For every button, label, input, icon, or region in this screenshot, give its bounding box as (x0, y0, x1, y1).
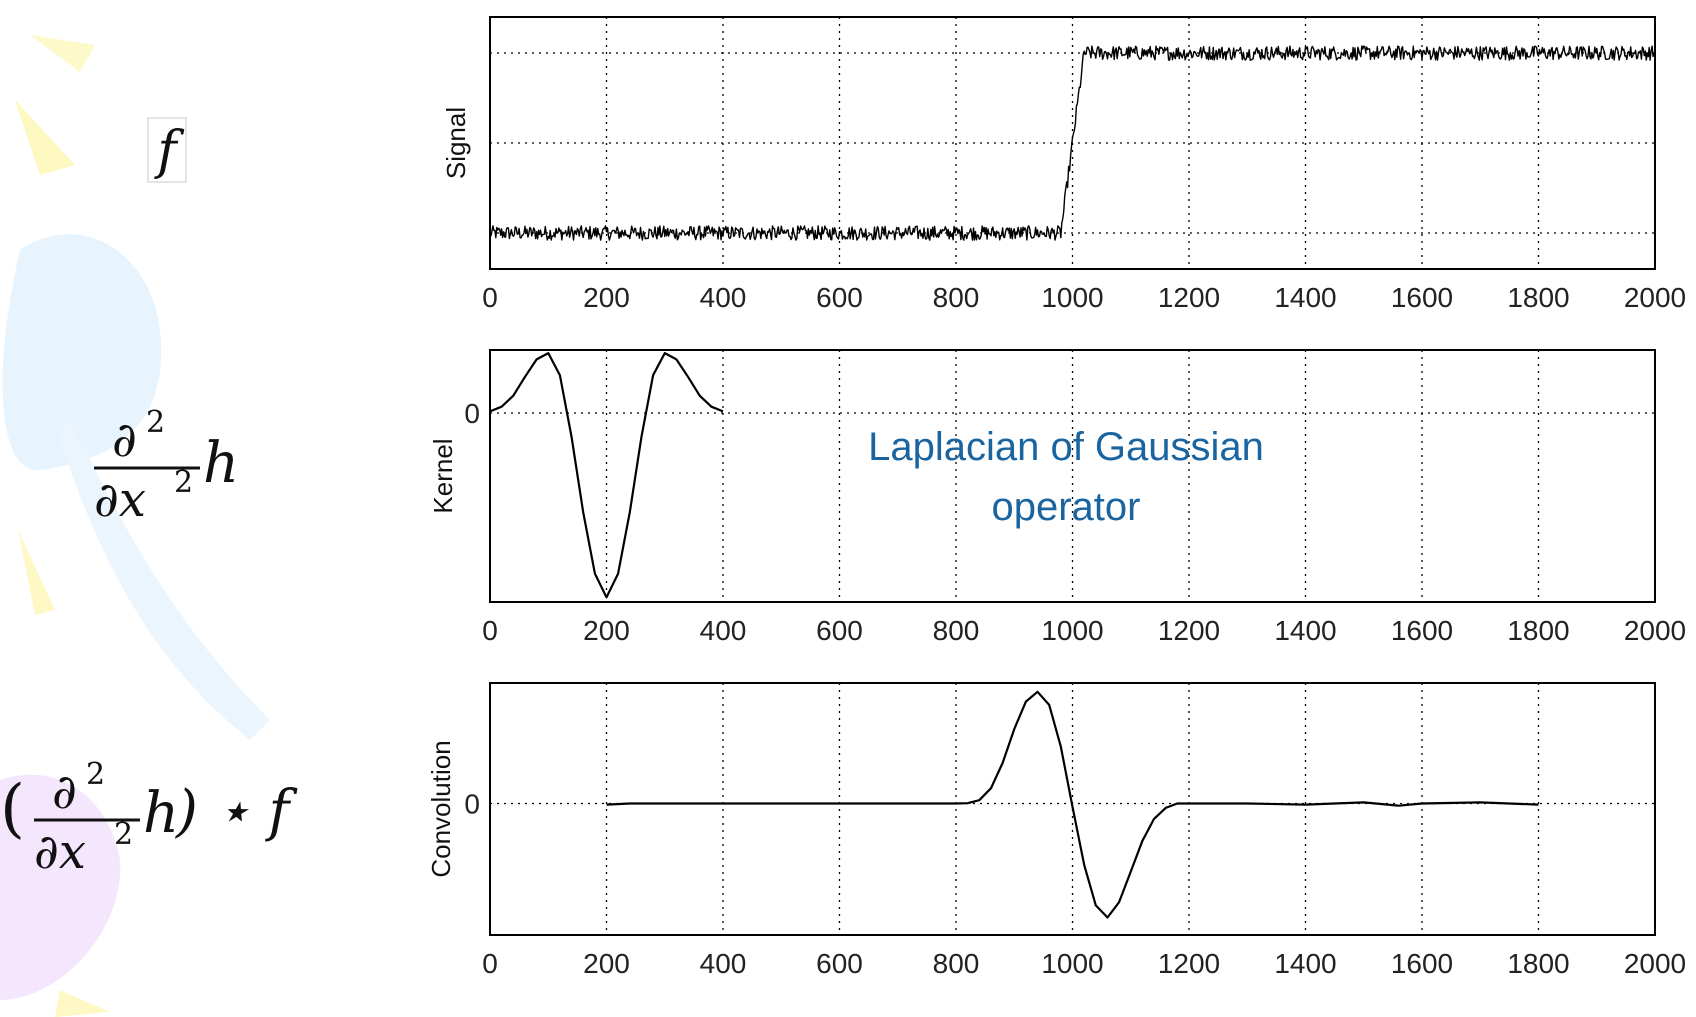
eq1-partial-top: ∂ (112, 412, 137, 468)
y-tick-label: 0 (464, 789, 480, 820)
bg-swirl (2, 234, 162, 471)
x-tick-label: 1000 (1041, 948, 1103, 979)
equation-second-derivative: ∂ 2 ∂x 2 h (94, 405, 239, 528)
x-tick-label: 1600 (1391, 282, 1453, 313)
bg-shard (18, 530, 55, 615)
bg-shard (15, 100, 75, 175)
x-tick-label: 600 (816, 282, 863, 313)
axes-frame (489, 349, 1656, 603)
x-tick-label: 1800 (1507, 615, 1569, 646)
bg-shard (30, 35, 95, 72)
x-tick-label: 2000 (1624, 282, 1686, 313)
eq1-h: h (203, 431, 239, 496)
x-tick-label: 1800 (1507, 948, 1569, 979)
x-tick-label: 800 (933, 948, 980, 979)
bg-swirl (0, 774, 121, 1000)
equation-f-box (147, 117, 187, 183)
eq2-open-paren: ( (0, 772, 25, 846)
x-tick-label: 0 (482, 948, 498, 979)
kernel-panel: 0 200 400 600 800 1000 1200 1400 1600 1800 20000Ke… (428, 349, 1686, 646)
annotation-line-1: Laplacian of Gaussian (868, 425, 1264, 469)
eq1-partial-sup: 2 (146, 405, 165, 440)
convolution-panel: 0 200 400 600 800 1000 1200 1400 1600 1800 2000 0 Co… (426, 682, 1686, 979)
series-line (489, 352, 724, 599)
x-tick-label: 0 (482, 615, 498, 646)
x-tick-label: 1600 (1391, 615, 1453, 646)
series-line (489, 45, 1656, 241)
equation-convolution: ( ∂ 2 ∂x 2 h ) ⋆ f (0, 757, 299, 880)
x-tick-label: 600 (816, 615, 863, 646)
x-tick-label: 1000 (1041, 282, 1103, 313)
bg-swirl (60, 420, 270, 740)
bg-shard (55, 990, 110, 1017)
series-line (606, 690, 1539, 919)
x-tick-label: 1000 (1041, 615, 1103, 646)
x-tick-label: 600 (816, 948, 863, 979)
x-tick-label: 200 (583, 615, 630, 646)
x-tick-label: 400 (700, 615, 747, 646)
x-tick-label: 1400 (1274, 615, 1336, 646)
signal-panel: 0 200 400 600 800 1000 1200 1400 1600 1800 2000 Sig… (441, 16, 1686, 313)
x-tick-label: 1400 (1274, 282, 1336, 313)
y-axis-label: Convolution (426, 740, 456, 877)
eq1-bottom-sup: 2 (174, 465, 193, 500)
equation-f: f (147, 117, 187, 183)
x-tick-label: 200 (583, 282, 630, 313)
annotation-line-2: operator (992, 485, 1141, 529)
eq1-partial-bottom: ∂x (94, 472, 146, 528)
x-tick-label: 0 (482, 282, 498, 313)
x-tick-label: 1200 (1158, 948, 1220, 979)
x-tick-label: 1200 (1158, 615, 1220, 646)
x-tick-label: 2000 (1624, 948, 1686, 979)
x-tick-label: 800 (933, 615, 980, 646)
axes-frame (489, 682, 1656, 936)
eq2-h: h (143, 781, 179, 846)
eq2-partial-top: ∂ (52, 764, 77, 820)
y-axis-label: Signal (441, 107, 471, 179)
x-tick-label: 400 (700, 282, 747, 313)
eq2-close-paren-star: ) ⋆ f (175, 779, 299, 844)
eq2-bottom-sup: 2 (114, 817, 133, 852)
x-tick-label: 800 (933, 282, 980, 313)
x-tick-label: 2000 (1624, 615, 1686, 646)
y-axis-label: Kernel (428, 438, 458, 513)
x-tick-label: 200 (583, 948, 630, 979)
x-tick-label: 1600 (1391, 948, 1453, 979)
axes-frame (489, 16, 1656, 270)
x-tick-label: 400 (700, 948, 747, 979)
x-tick-label: 1200 (1158, 282, 1220, 313)
eq2-partial-bottom: ∂x (34, 824, 86, 880)
eq2-partial-sup: 2 (86, 757, 105, 792)
x-tick-label: 1400 (1274, 948, 1336, 979)
x-tick-label: 1800 (1507, 282, 1569, 313)
y-tick-label: 0 (464, 398, 480, 429)
